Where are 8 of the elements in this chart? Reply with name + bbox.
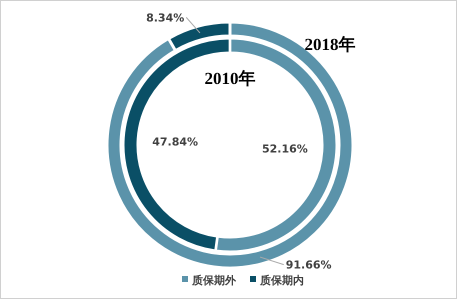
legend-label: 质保期外 <box>191 274 237 287</box>
data-label: 47.84% <box>152 135 198 148</box>
slice-label: 2010年 <box>204 69 256 88</box>
data-label: 52.16% <box>262 142 308 156</box>
data-label: 91.66% <box>286 258 332 272</box>
legend-label: 质保期内 <box>259 274 304 287</box>
slice-label: 2018年 <box>304 35 356 54</box>
data-label: 8.34% <box>146 11 184 24</box>
